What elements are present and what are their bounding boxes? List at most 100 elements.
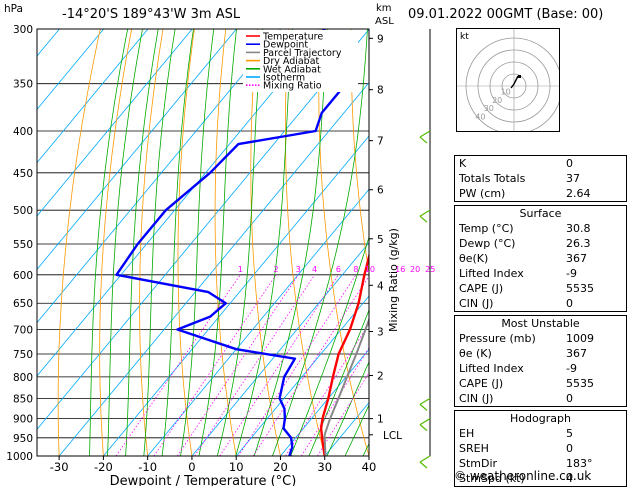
x-tick-label: -20 <box>94 460 113 474</box>
km-tick-label: 1 <box>377 414 384 426</box>
pressure-tick-label: 850 <box>13 393 33 405</box>
x-tick-label: -10 <box>138 460 157 474</box>
isotherm-line <box>37 29 326 377</box>
pressure-tick-label: 900 <box>13 414 33 426</box>
section-title: Most Unstable <box>501 317 580 330</box>
pressure-tick-label: 300 <box>13 24 33 36</box>
row-label: PW (cm) <box>459 187 506 200</box>
series-parcel-trajectory <box>323 316 369 456</box>
row-value: 0 <box>566 442 573 455</box>
pressure-tick-label: 1000 <box>6 451 33 463</box>
row-value: -9 <box>566 267 577 280</box>
section-title: Surface <box>519 207 562 220</box>
table-row: PW (cm) 2.64 <box>455 186 626 201</box>
km-tick-label: 9 <box>377 33 384 45</box>
row-label: SREH <box>459 442 489 455</box>
x-tick-label: 0 <box>188 460 195 474</box>
mixing-ratio-line <box>194 274 315 456</box>
mixing-ratio-line <box>301 347 369 456</box>
series-temperature <box>319 252 369 456</box>
row-value: 367 <box>566 252 587 265</box>
km-unit-label: km <box>376 3 392 14</box>
wind-barb <box>419 397 431 411</box>
wet-adiabat <box>326 360 369 456</box>
row-label: Totals Totals <box>459 172 526 185</box>
isotherm-line <box>147 188 369 456</box>
mixing-ratio-label: 1 <box>238 265 243 274</box>
legend-item-label: Isotherm <box>263 73 305 84</box>
row-value: -9 <box>566 362 577 375</box>
km-tick-label: 5 <box>377 234 384 246</box>
surface-table: Surface Temp (°C) 30.8 Dewp (°C) 26.3 θe(K) 36… <box>454 205 627 312</box>
wet-adiabat <box>143 29 176 456</box>
mixing-ratio-label: 6 <box>336 265 341 274</box>
datetime-label: 09.01.2022 00GMT (Base: 00) <box>408 7 604 22</box>
mixing-ratio-line <box>238 274 357 456</box>
mixing-ratio-line <box>219 274 339 456</box>
table-row: θe(K) 367 <box>455 251 626 266</box>
legend-item-label: Dry Adiabat <box>263 56 320 67</box>
table-row: SREH 0 <box>455 441 626 456</box>
km-tick-label: 4 <box>377 280 384 292</box>
row-value: 26.3 <box>566 237 591 250</box>
wet-adiabat <box>161 29 194 456</box>
pressure-tick-label: 950 <box>13 433 33 445</box>
isotherm-line <box>37 29 237 270</box>
row-label: StmDir <box>459 457 498 470</box>
km-tick-label: 7 <box>377 136 384 148</box>
isotherm-line <box>280 348 369 456</box>
pressure-tick-label: 650 <box>13 298 33 310</box>
wet-adiabat <box>344 404 369 456</box>
table-row: StmDir 183° <box>455 456 626 471</box>
x-tick-label: 10 <box>229 460 244 474</box>
wet-adiabat <box>180 29 215 456</box>
wet-adiabat <box>125 29 159 456</box>
table-row: Pressure (mb) 1009 <box>455 331 626 346</box>
row-value: 4 <box>566 472 573 485</box>
row-label: Lifted Index <box>459 267 524 280</box>
table-row: Temp (°C) 30.8 <box>455 221 626 236</box>
row-label: K <box>459 157 467 170</box>
dry-adiabat <box>57 29 101 456</box>
isotherm-line <box>103 135 369 456</box>
asl-unit-label: ASL <box>375 16 394 27</box>
isotherm-line <box>37 29 193 217</box>
hodograph-ring-label: 40 <box>475 113 485 122</box>
wind-barb <box>419 209 431 223</box>
mixing-ratio-label: 16 <box>395 265 405 274</box>
row-value: 1009 <box>566 332 594 345</box>
wet-adiabat <box>198 29 238 456</box>
table-row: Totals Totals 37 <box>455 171 626 186</box>
wet-adiabat <box>107 29 143 456</box>
mixing-ratio-label: 8 <box>353 265 358 274</box>
isotherm-line <box>191 242 369 456</box>
series-dewpoint <box>115 29 356 456</box>
hodograph-ring-label: 30 <box>484 104 494 113</box>
dry-adiabat <box>350 29 369 275</box>
table-row: StmSpd (kt) 4 <box>455 471 626 486</box>
mixing-ratio-line <box>177 274 299 456</box>
row-label: Lifted Index <box>459 362 524 375</box>
legend-item-label: Mixing Ratio <box>263 81 322 92</box>
location-label: -14°20'S 189°43'W 3m ASL <box>62 7 241 22</box>
table-row: CAPE (J) 5535 <box>455 376 626 391</box>
dry-adiabat <box>177 29 195 456</box>
pressure-tick-label: 600 <box>13 270 33 282</box>
pressure-tick-label: 500 <box>13 205 33 217</box>
pressure-tick-label: 450 <box>13 168 33 180</box>
row-value: 0 <box>566 157 573 170</box>
table-row: CIN (J) 0 <box>455 296 626 311</box>
legend-item-label: Wet Adiabat <box>263 64 321 75</box>
isotherm-line <box>37 29 369 430</box>
row-label: StmSpd (kt) <box>459 472 525 485</box>
mixing-ratio-line <box>252 275 369 456</box>
row-label: CIN (J) <box>459 297 494 310</box>
wet-adiabat <box>216 29 263 456</box>
km-tick-label: 8 <box>377 85 384 97</box>
legend-item-label: Dewpoint <box>263 40 308 51</box>
mixing-ratio-label: 4 <box>312 265 317 274</box>
pressure-tick-label: 400 <box>13 126 33 138</box>
mixing-ratio-label: 20 <box>410 265 420 274</box>
